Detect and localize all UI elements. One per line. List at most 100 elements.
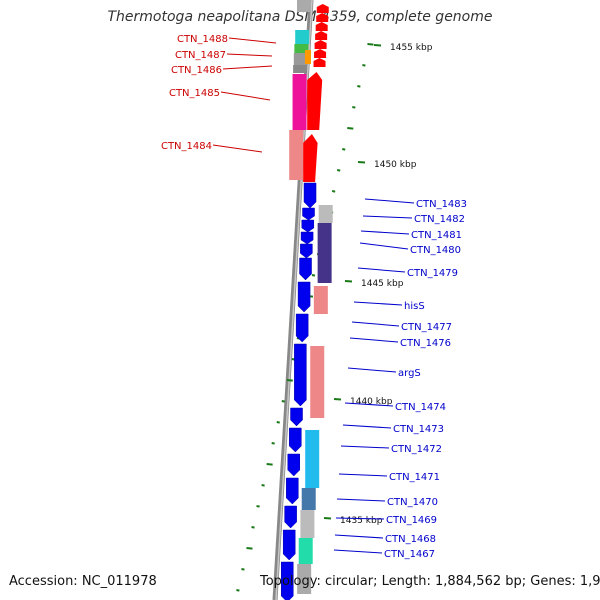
reverse-cog-box	[300, 510, 315, 538]
kbp-tick-4: 1440 kbp	[333, 397, 393, 407]
forward-gene-label: CTN_1487	[175, 50, 226, 61]
reverse-gene-label: CTN_1482	[414, 214, 465, 225]
forward-cog-box	[292, 74, 307, 130]
forward-cog-box	[294, 44, 309, 53]
reverse-gene-args[interactable]: argS	[347, 367, 421, 379]
reverse-gene-label: CTN_1479	[407, 268, 458, 279]
forward-gene-ctn_1486[interactable]: CTN_1486	[171, 65, 273, 76]
reverse-arrow	[290, 407, 303, 427]
reverse-arrow	[286, 477, 299, 505]
forward-gene-ctn_1485[interactable]: CTN_1485	[169, 88, 271, 101]
reverse-gene-label: argS	[398, 368, 421, 379]
reverse-gene-ctn_1474[interactable]: CTN_1474	[344, 402, 446, 413]
reverse-cog-box	[318, 205, 333, 223]
reverse-gene-label: CTN_1481	[411, 230, 462, 241]
reverse-cog-box	[297, 564, 312, 594]
reverse-gene-label: CTN_1467	[384, 549, 435, 560]
reverse-arrow	[281, 561, 294, 600]
reverse-arrow	[282, 529, 296, 561]
forward-cog-box	[297, 0, 311, 12]
reverse-arrow	[294, 343, 307, 407]
reverse-cog-box	[317, 223, 332, 283]
reverse-arrow	[301, 219, 315, 233]
map-title: Thermotoga neapolitana DSM 4359, complet…	[107, 9, 493, 25]
reverse-arrow	[284, 505, 297, 529]
reverse-gene-ctn_1467[interactable]: CTN_1467	[333, 549, 435, 560]
reverse-gene-ctn_1472[interactable]: CTN_1472	[340, 444, 442, 455]
forward-arrow	[314, 49, 327, 58]
reverse-arrow	[299, 257, 312, 281]
reverse-gene-label: CTN_1477	[401, 322, 452, 333]
kbp-tick-label: 1445 kbp	[361, 279, 404, 289]
forward-cog-box	[289, 130, 304, 180]
reverse-gene-ctn_1476[interactable]: CTN_1476	[349, 337, 451, 349]
forward-cog-box	[295, 30, 310, 44]
reverse-gene-ctn_1480[interactable]: CTN_1480	[359, 242, 461, 256]
reverse-gene-label: CTN_1480	[410, 245, 461, 256]
reverse-arrow	[302, 207, 315, 221]
reverse-gene-ctn_1481[interactable]: CTN_1481	[360, 230, 462, 241]
reverse-gene-hiss[interactable]: hisS	[353, 301, 425, 312]
forward-gene-label: CTN_1485	[169, 88, 220, 99]
reverse-cog-box	[301, 488, 316, 510]
forward-gene-ctn_1484[interactable]: CTN_1484	[161, 141, 263, 153]
reverse-arrow	[300, 231, 314, 245]
reverse-gene-ctn_1479[interactable]: CTN_1479	[357, 267, 458, 279]
reverse-strand-track	[281, 182, 333, 600]
reverse-gene-label: CTN_1483	[416, 199, 467, 210]
reverse-gene-label: CTN_1474	[395, 402, 446, 413]
reverse-cog-box	[298, 538, 313, 564]
reverse-gene-ctn_1468[interactable]: CTN_1468	[334, 534, 436, 545]
forward-arrow	[316, 13, 329, 22]
reverse-gene-ctn_1469[interactable]: CTN_1469	[335, 515, 437, 526]
kbp-tick-label: 1440 kbp	[350, 397, 393, 407]
kbp-tick-3: 1445 kbp	[344, 279, 404, 289]
forward-strand-track	[289, 0, 329, 182]
forward-arrow	[315, 22, 328, 31]
forward-gene-label: CTN_1486	[171, 65, 222, 76]
reverse-arrow	[300, 243, 313, 259]
reverse-cog-box	[305, 430, 320, 488]
reverse-gene-label: CTN_1469	[386, 515, 437, 526]
forward-cog-box	[305, 50, 311, 64]
reverse-arrow	[295, 313, 309, 343]
reverse-gene-label: CTN_1472	[391, 444, 442, 455]
reverse-cog-box	[313, 286, 328, 314]
reverse-arrow	[287, 453, 301, 477]
reverse-gene-ctn_1483[interactable]: CTN_1483	[364, 198, 467, 210]
kbp-tick-label: 1450 kbp	[374, 160, 417, 170]
kbp-tick-label: 1435 kbp	[340, 516, 383, 526]
forward-cog-box	[293, 65, 308, 73]
forward-cog-box	[293, 53, 308, 65]
reverse-gene-ctn_1473[interactable]: CTN_1473	[342, 424, 444, 435]
reverse-gene-label: CTN_1473	[393, 424, 444, 435]
reverse-arrow	[297, 281, 311, 313]
forward-arrow	[316, 4, 329, 13]
reverse-gene-ctn_1477[interactable]: CTN_1477	[351, 321, 452, 333]
forward-gene-label: CTN_1488	[177, 34, 228, 45]
reverse-cog-box	[310, 346, 325, 418]
forward-arrow	[314, 40, 327, 49]
forward-gene-label: CTN_1484	[161, 141, 212, 152]
forward-gene-ctn_1488[interactable]: CTN_1488	[177, 34, 277, 45]
reverse-gene-label: CTN_1468	[385, 534, 436, 545]
reverse-gene-label: CTN_1471	[389, 472, 440, 483]
forward-gene-ctn_1487[interactable]: CTN_1487	[175, 50, 273, 61]
forward-arrow	[315, 31, 328, 40]
reverse-gene-label: CTN_1470	[387, 497, 438, 508]
kbp-tick-2: 1450 kbp	[357, 160, 417, 170]
accession-text: Accession: NC_011978	[9, 574, 157, 589]
kbp-tick-1: 1455 kbp	[373, 43, 433, 53]
reverse-arrow	[303, 182, 317, 209]
topology-text: Topology: circular; Length: 1,884,562 bp…	[260, 574, 600, 589]
forward-arrow	[307, 72, 323, 130]
reverse-gene-label: hisS	[404, 301, 425, 312]
kbp-tick-label: 1455 kbp	[390, 43, 433, 53]
reverse-gene-ctn_1471[interactable]: CTN_1471	[338, 472, 440, 483]
reverse-gene-label: CTN_1476	[400, 338, 451, 349]
reverse-gene-ctn_1470[interactable]: CTN_1470	[336, 497, 438, 508]
reverse-gene-ctn_1482[interactable]: CTN_1482	[362, 214, 465, 225]
kbp-tick-5: 1435 kbp	[323, 516, 383, 526]
